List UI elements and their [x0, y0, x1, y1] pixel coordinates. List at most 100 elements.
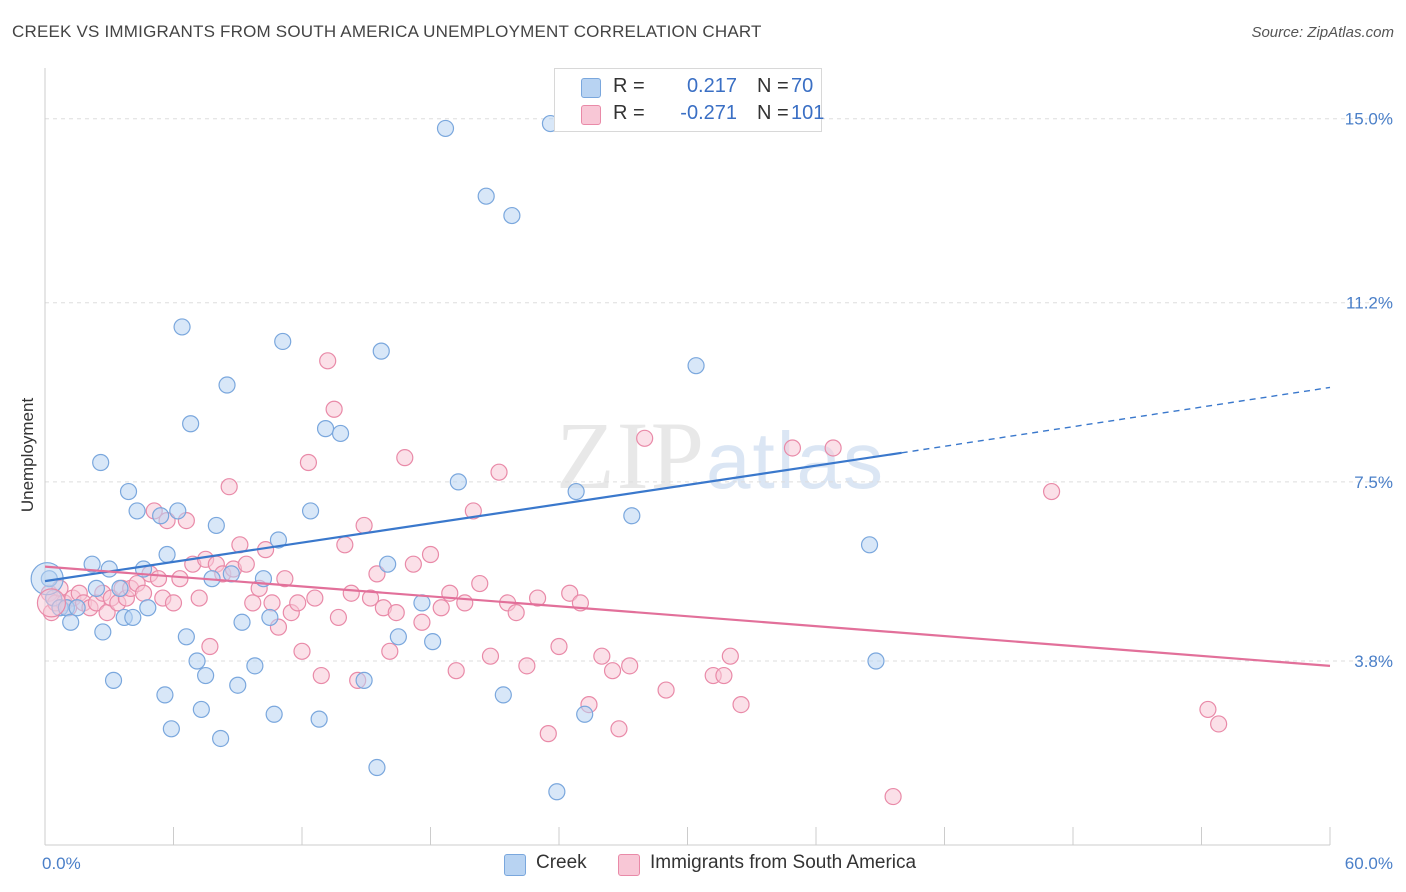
- immigrants-point: [507, 603, 525, 622]
- creek-point: [111, 579, 129, 597]
- immigrants-point: [293, 642, 311, 660]
- creek-point: [124, 608, 142, 627]
- immigrants-point: [715, 666, 733, 685]
- creek-point: [128, 502, 146, 520]
- creek-point: [355, 671, 373, 689]
- creek-point: [246, 657, 264, 675]
- creek-point: [436, 119, 455, 138]
- creek-point: [567, 482, 585, 501]
- creek-point: [233, 613, 251, 631]
- immigrants-point: [299, 453, 318, 472]
- immigrants-point: [190, 589, 208, 607]
- creek-point: [269, 531, 288, 549]
- legend-n-value: 101: [791, 102, 825, 124]
- creek-point: [158, 545, 176, 564]
- immigrants-point: [471, 574, 489, 593]
- immigrants-point: [413, 613, 431, 631]
- creek-point: [413, 594, 431, 612]
- immigrants-point: [721, 647, 739, 665]
- creek-point: [197, 666, 215, 685]
- creek-point: [182, 415, 200, 433]
- bottom-legend-swatch-immigrants: [618, 854, 640, 876]
- immigrants-point: [456, 594, 474, 612]
- y-tick-label: 11.2%: [1346, 294, 1393, 313]
- immigrants-point: [1210, 715, 1228, 733]
- immigrants-point: [550, 637, 568, 656]
- legend-n-label: N =: [757, 75, 789, 97]
- immigrants-point: [263, 594, 281, 612]
- creek-point: [449, 473, 467, 491]
- chart-title: CREEK VS IMMIGRANTS FROM SOUTH AMERICA U…: [12, 22, 762, 41]
- immigrants-point: [490, 463, 508, 481]
- trend-lines: [44, 386, 1331, 667]
- creek-point: [503, 206, 521, 225]
- creek-point: [389, 628, 407, 646]
- immigrants-point: [783, 439, 802, 457]
- creek-point: [424, 633, 442, 651]
- creek-point: [173, 318, 191, 336]
- creek-point: [274, 332, 292, 351]
- legend-r-value: 0.217: [686, 75, 737, 97]
- immigrants-point: [355, 516, 373, 535]
- immigrants-point: [325, 400, 343, 418]
- creek-point: [310, 710, 328, 728]
- creek-trend-line: [44, 451, 902, 583]
- creek-point: [162, 720, 180, 738]
- immigrants-point: [237, 555, 255, 573]
- immigrants-point: [220, 478, 238, 496]
- immigrants-point: [276, 570, 294, 588]
- immigrants-point: [432, 599, 450, 617]
- creek-point: [316, 420, 335, 438]
- immigrants-point: [361, 589, 380, 607]
- immigrants-point: [306, 589, 324, 607]
- correlation-legend: R = 0.217 N = 70 R = -0.271 N = 101: [554, 68, 825, 132]
- immigrants-point: [134, 584, 153, 602]
- creek-point: [860, 536, 879, 554]
- creek-point: [152, 507, 170, 525]
- creek-point: [379, 555, 397, 573]
- immigrants-point: [1199, 700, 1217, 719]
- creek-point: [104, 671, 123, 689]
- creek-point: [92, 453, 110, 472]
- creek-point: [265, 705, 283, 723]
- creek-point: [207, 516, 225, 535]
- immigrants-point: [149, 570, 168, 588]
- immigrants-point: [319, 352, 337, 370]
- creek-trend-extension: [901, 386, 1331, 454]
- immigrants-point: [732, 695, 750, 714]
- immigrants-point: [381, 642, 399, 660]
- creek-point: [100, 560, 118, 578]
- y-tick-label: 7.5%: [1354, 473, 1393, 492]
- creek-point: [623, 507, 641, 525]
- creek-point: [301, 502, 320, 520]
- immigrants-point: [603, 662, 622, 680]
- creek-point: [331, 424, 350, 443]
- source-label: Source: ZipAtlas.com: [1251, 24, 1394, 41]
- tick-labels: 15.0% 11.2% 7.5% 3.8% 0.0% 60.0%: [42, 110, 1393, 873]
- x-tick-label: 0.0%: [42, 854, 81, 873]
- legend-r-value: -0.271: [680, 102, 737, 124]
- legend-swatch-creek: [581, 78, 601, 98]
- immigrants-point: [610, 720, 628, 738]
- creek-point: [229, 676, 247, 694]
- immigrants-point: [289, 594, 307, 612]
- bottom-legend-label-creek: Creek: [536, 852, 587, 873]
- x-tick-label: 60.0%: [1345, 854, 1393, 873]
- grid: [45, 118, 1392, 662]
- creek-point: [548, 783, 566, 801]
- creek-point: [62, 613, 80, 631]
- immigrants-point: [481, 647, 500, 665]
- creek-point: [156, 686, 174, 704]
- immigrants-point: [561, 584, 579, 602]
- immigrants-point: [336, 536, 354, 554]
- immigrants-point: [387, 603, 405, 622]
- points-layer: [30, 114, 1228, 806]
- immigrants-point: [244, 594, 262, 612]
- immigrants-point: [329, 608, 348, 627]
- immigrants-point: [404, 555, 422, 573]
- immigrants-point: [342, 584, 360, 602]
- immigrants-point: [539, 725, 557, 743]
- creek-point: [687, 357, 705, 375]
- immigrants-point: [1042, 482, 1061, 501]
- creek-point: [87, 579, 106, 597]
